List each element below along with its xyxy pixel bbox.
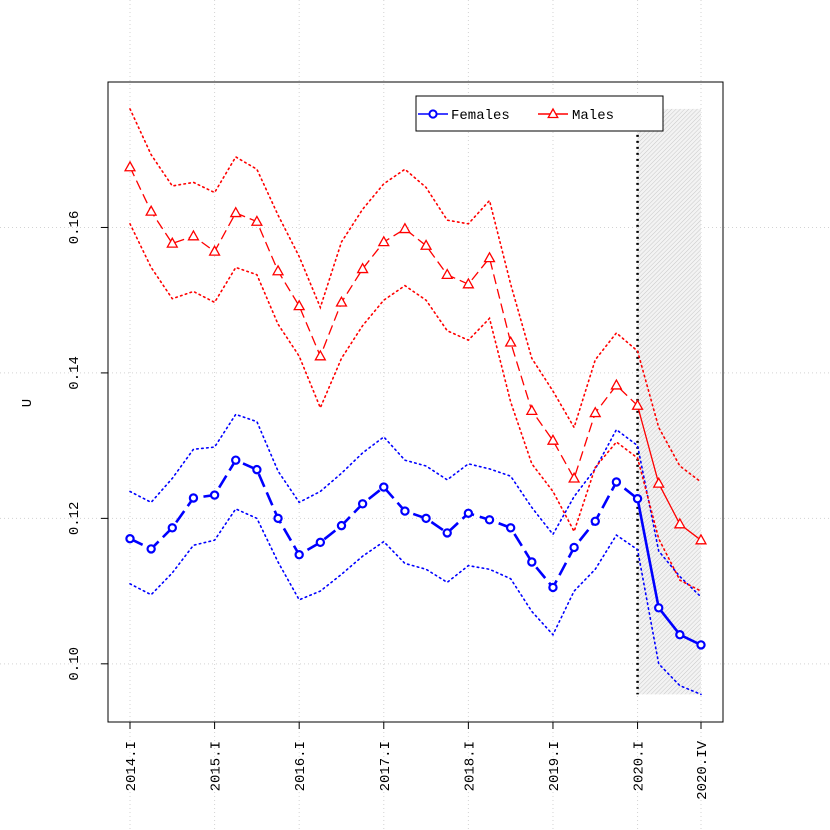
males-point bbox=[694, 533, 708, 545]
series-females bbox=[125, 413, 706, 696]
females-point bbox=[632, 494, 643, 504]
females-point bbox=[315, 537, 326, 548]
males-point bbox=[546, 434, 560, 445]
x-tick-label: 2018.I bbox=[462, 741, 478, 791]
females-point bbox=[421, 513, 431, 524]
y-tick-label: 0.12 bbox=[67, 502, 83, 536]
females-point bbox=[484, 515, 495, 525]
x-tick-label: 2020.I bbox=[632, 741, 648, 791]
females-point bbox=[400, 506, 410, 516]
males-point bbox=[568, 471, 581, 483]
females-point bbox=[294, 550, 304, 560]
females-point bbox=[379, 482, 389, 492]
males-point bbox=[504, 335, 517, 347]
forecast-shading bbox=[637, 108, 701, 695]
males-point bbox=[525, 404, 538, 416]
females-point bbox=[209, 490, 220, 500]
males-point bbox=[652, 476, 665, 488]
females-point bbox=[675, 630, 685, 640]
males-point bbox=[314, 349, 327, 361]
series-layer bbox=[123, 108, 708, 696]
males-point bbox=[208, 244, 221, 256]
legend-females-marker bbox=[428, 109, 438, 119]
legend-males-marker bbox=[547, 107, 559, 119]
females-point bbox=[696, 640, 706, 650]
males-point bbox=[250, 215, 263, 226]
females-point bbox=[590, 516, 600, 526]
females-point bbox=[654, 603, 664, 613]
males-point bbox=[271, 264, 285, 276]
males-point bbox=[589, 406, 602, 418]
males-point bbox=[293, 299, 306, 311]
males-point bbox=[356, 262, 369, 274]
females-point bbox=[273, 513, 283, 524]
males-point bbox=[377, 235, 390, 247]
y-tick-label: 0.14 bbox=[67, 356, 83, 390]
x-tick-label: 2016.I bbox=[293, 741, 309, 791]
females-point bbox=[231, 455, 241, 465]
males-point bbox=[145, 204, 158, 216]
plot-frame bbox=[107, 81, 724, 723]
females-point bbox=[336, 520, 347, 531]
males-point bbox=[420, 239, 433, 250]
males-point bbox=[187, 229, 200, 241]
females-point bbox=[548, 582, 558, 593]
x-tick-label: 2017.I bbox=[378, 741, 394, 791]
females-point bbox=[611, 477, 622, 487]
females-point bbox=[463, 508, 474, 518]
x-tick-label: 2015.I bbox=[209, 741, 225, 791]
x-tick-label: 2014.I bbox=[124, 741, 140, 791]
males-point bbox=[673, 517, 686, 529]
males-point bbox=[483, 251, 496, 263]
females-forecast-line bbox=[636, 498, 702, 647]
males-line bbox=[129, 166, 639, 480]
males-point bbox=[441, 268, 454, 280]
axis-layer: 0.10 0.12 0.14 0.16 2014.I 2015.I 2016.I 2017.I… bbox=[67, 211, 711, 800]
males-lower-band bbox=[129, 223, 702, 592]
females-point bbox=[505, 523, 516, 533]
y-tick-label: 0.10 bbox=[67, 647, 83, 681]
x-tick-label: 2020.IV bbox=[695, 740, 711, 799]
legend: Females Males bbox=[415, 95, 664, 132]
males-point bbox=[398, 222, 411, 234]
legend-females-label: Females bbox=[451, 108, 510, 124]
males-point bbox=[166, 236, 179, 248]
males-point bbox=[229, 206, 242, 218]
females-point bbox=[357, 499, 368, 509]
females-point bbox=[167, 523, 177, 533]
legend-males-label: Males bbox=[572, 108, 614, 124]
females-upper-band bbox=[129, 413, 702, 598]
series-males bbox=[123, 108, 708, 592]
males-point bbox=[631, 399, 644, 410]
females-point bbox=[188, 493, 199, 503]
males-upper-band bbox=[129, 108, 702, 483]
x-tick-label: 2019.I bbox=[547, 741, 563, 791]
males-point bbox=[335, 295, 348, 307]
males-point bbox=[123, 160, 137, 172]
males-forecast-line bbox=[636, 405, 702, 541]
forecast-region bbox=[636, 108, 701, 695]
females-point bbox=[569, 542, 579, 553]
females-point bbox=[252, 464, 262, 475]
males-point bbox=[462, 277, 475, 289]
males-point bbox=[610, 378, 623, 390]
females-point bbox=[125, 534, 135, 544]
females-point bbox=[527, 557, 537, 567]
females-point bbox=[146, 544, 156, 554]
y-tick-label: 0.16 bbox=[67, 211, 83, 245]
females-point bbox=[442, 528, 452, 538]
y-axis-label: U bbox=[20, 399, 36, 407]
females-lower-band bbox=[129, 507, 702, 696]
